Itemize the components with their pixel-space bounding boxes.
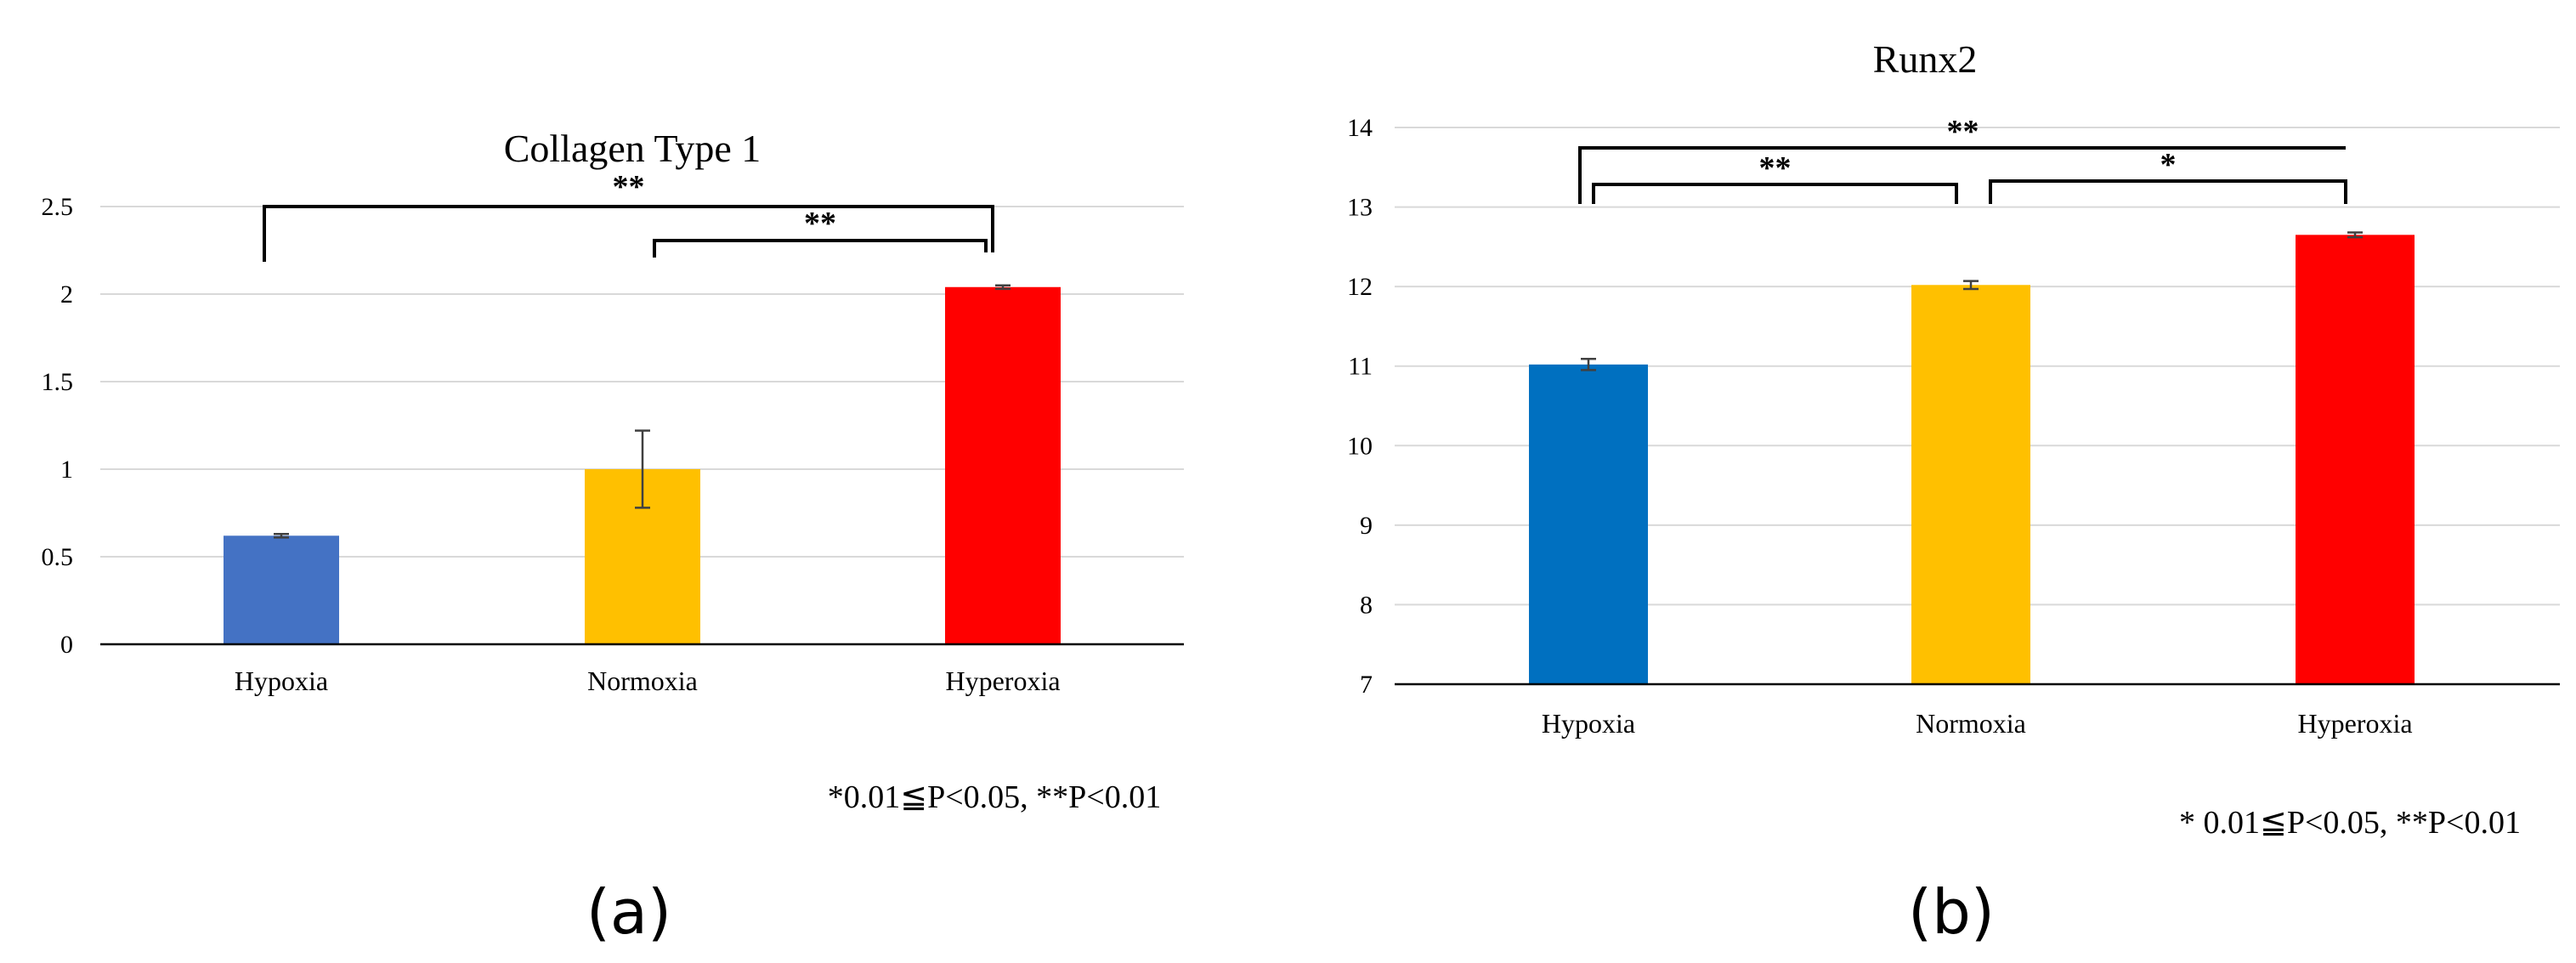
y-tick-label: 2 bbox=[60, 280, 73, 309]
bar-normoxia bbox=[1911, 285, 2030, 684]
y-tick-label: 11 bbox=[1348, 353, 1373, 381]
significance-bracket bbox=[653, 239, 988, 258]
significance-bracket bbox=[1578, 146, 2346, 204]
significance-marker: ** bbox=[1759, 150, 1792, 186]
y-tick-label: 1.5 bbox=[42, 368, 74, 396]
y-tick-label: 7 bbox=[1360, 671, 1373, 699]
panel-a-collagen-chart: Collagen Type 1 0 0.5 1 1.5 2 2.5 Hypoxia Normo… bbox=[42, 127, 1184, 948]
significance-marker: ** bbox=[613, 169, 645, 205]
y-tick-label: 0.5 bbox=[42, 543, 74, 571]
bar-hyperoxia bbox=[945, 286, 1061, 644]
significance-bracket bbox=[1592, 183, 1958, 204]
x-tick-label: Hyperoxia bbox=[2297, 708, 2412, 739]
y-tick-label: 8 bbox=[1360, 591, 1373, 619]
panel-label: (a) bbox=[586, 876, 671, 948]
bar-hyperoxia bbox=[2296, 235, 2415, 685]
x-tick-label: Hyperoxia bbox=[945, 666, 1060, 696]
significance-marker: ** bbox=[804, 206, 836, 241]
y-tick-label: 2.5 bbox=[42, 193, 74, 221]
significance-marker: ** bbox=[1947, 114, 1979, 150]
panel-label: (b) bbox=[1908, 876, 1995, 948]
significance-bracket bbox=[263, 205, 994, 262]
y-tick-label: 14 bbox=[1347, 114, 1373, 142]
bar-hypoxia bbox=[1529, 364, 1648, 684]
x-tick-label: Hypoxia bbox=[1542, 708, 1635, 739]
y-tick-label: 12 bbox=[1347, 273, 1373, 301]
y-tick-label: 10 bbox=[1347, 432, 1373, 460]
y-tick-label: 9 bbox=[1360, 512, 1373, 540]
y-tick-label: 1 bbox=[60, 456, 73, 484]
bar-hypoxia bbox=[224, 535, 339, 644]
x-tick-label: Normoxia bbox=[1916, 708, 2026, 739]
panel-b-runx2-chart: Runx2 7 8 9 10 11 12 13 14 Hypoxia Normoxia Hypero… bbox=[1347, 37, 2560, 948]
significance-footnote: *0.01≦P<0.05, **P<0.01 bbox=[828, 779, 1161, 815]
chart-title: Runx2 bbox=[1873, 37, 1978, 81]
x-tick-label: Hypoxia bbox=[235, 666, 328, 696]
x-tick-label: Normoxia bbox=[587, 666, 698, 696]
y-tick-label: 13 bbox=[1347, 194, 1373, 222]
y-tick-label: 0 bbox=[60, 631, 73, 659]
chart-title: Collagen Type 1 bbox=[504, 127, 761, 170]
significance-marker: * bbox=[2160, 147, 2177, 183]
significance-footnote: * 0.01≦P<0.05, **P<0.01 bbox=[2179, 805, 2521, 841]
significance-bracket bbox=[1989, 179, 2347, 204]
